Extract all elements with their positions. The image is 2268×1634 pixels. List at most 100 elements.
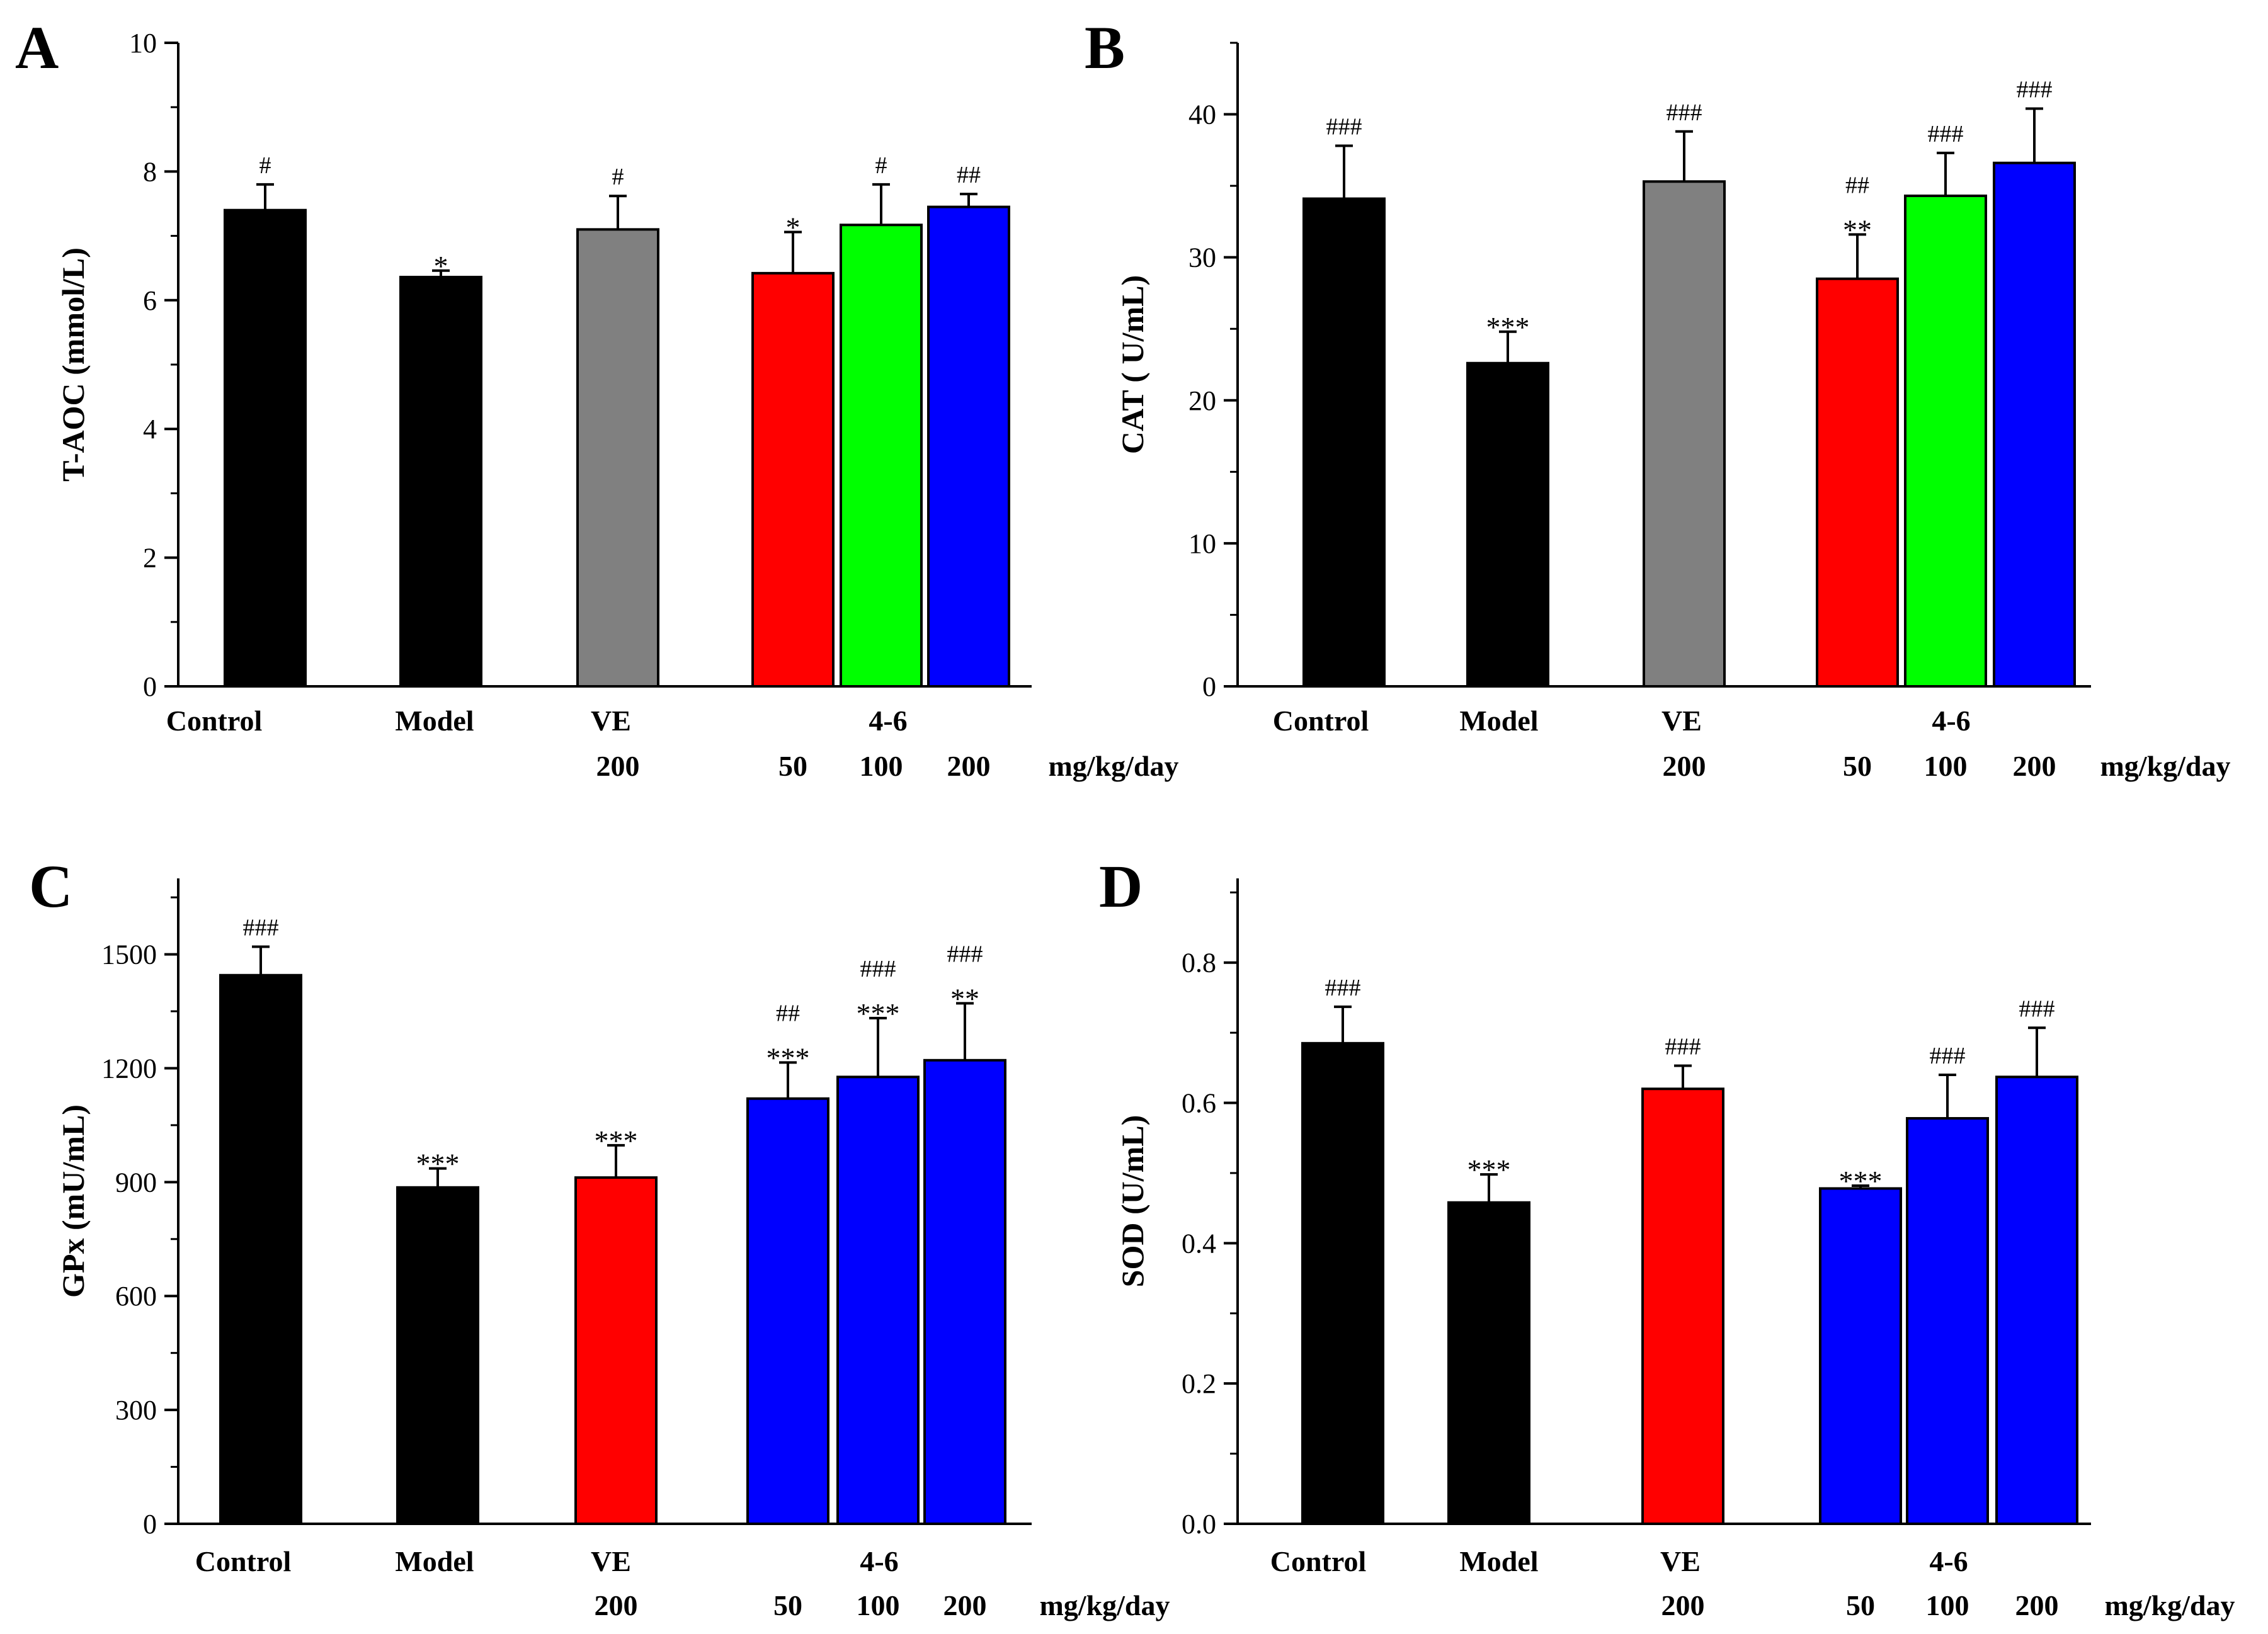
x-dose-label: 200	[943, 1589, 987, 1621]
x-dose-label: 200	[2013, 750, 2056, 782]
y-tick-label: 1200	[101, 1053, 157, 1084]
y-tick-label: 900	[115, 1167, 157, 1198]
chart-panel-d: D 0.0 0.2 0.4 0.6 0.8 SOD (U/mL) ### *** ### *** ##…	[1099, 853, 2235, 1621]
x-unit-label: mg/kg/day	[1048, 750, 1178, 782]
y-tick-label: 10	[1188, 528, 1216, 559]
x-dose-label: 200	[947, 750, 991, 782]
significance-hash: ###	[2019, 996, 2055, 1022]
x-category-label: Model	[395, 1545, 474, 1577]
bar	[576, 228, 659, 688]
y-tick-label: 0	[1202, 671, 1216, 702]
bar	[840, 224, 923, 688]
y-tick-label: 0.8	[1182, 948, 1216, 979]
x-dose-label: 100	[857, 1589, 900, 1621]
significance-hash: #	[875, 152, 887, 179]
significance-hash: ##	[1845, 172, 1869, 198]
y-tick-label: 0	[143, 1509, 157, 1540]
x-dose-label: 200	[596, 750, 640, 782]
y-tick-label: 6	[143, 285, 157, 316]
x-dose-label: 50	[1846, 1589, 1875, 1621]
x-category-label: 4-6	[1929, 1545, 1968, 1577]
bar	[1906, 1117, 1989, 1525]
y-tick-label: 4	[143, 414, 157, 445]
x-dose-label: 200	[1661, 1589, 1705, 1621]
significance-hash: ###	[243, 915, 279, 941]
bar	[1466, 361, 1549, 688]
y-axis-label: GPx (mU/mL)	[55, 1104, 91, 1298]
x-category-label: Control	[1270, 1545, 1367, 1577]
y-tick-label: 30	[1188, 242, 1216, 273]
panel-letter: B	[1085, 14, 1125, 81]
x-category-label: VE	[1661, 705, 1702, 737]
significance-hash: ##	[776, 1000, 800, 1026]
significance-stars: ***	[1467, 1154, 1511, 1186]
bar	[1819, 1187, 1902, 1525]
bar	[574, 1176, 658, 1525]
x-dose-label: 200	[595, 1589, 638, 1621]
x-dose-label: 50	[773, 1589, 802, 1621]
bar	[923, 1058, 1006, 1525]
x-category-label: VE	[1660, 1545, 1701, 1577]
y-tick-label: 0.2	[1182, 1368, 1216, 1399]
y-axis-label: SOD (U/mL)	[1115, 1115, 1150, 1288]
bar	[1993, 161, 2076, 688]
significance-hash: ###	[2017, 76, 2053, 103]
significance-stars: ***	[857, 997, 900, 1030]
significance-hash: ###	[947, 941, 983, 967]
significance-stars: **	[950, 982, 979, 1014]
y-tick-label: 1500	[101, 939, 157, 970]
y-tick-label: 300	[115, 1395, 157, 1426]
y-axis-label: T-AOC (mmol/L)	[55, 247, 91, 482]
panel-letter: A	[15, 14, 59, 81]
x-category-label: Model	[1459, 1545, 1538, 1577]
y-tick-label: 40	[1188, 99, 1216, 130]
y-tick-label: 600	[115, 1281, 157, 1312]
x-dose-label: 100	[860, 750, 903, 782]
x-category-label: Model	[395, 705, 474, 737]
bar	[1643, 180, 1726, 688]
significance-hash: ###	[860, 956, 896, 982]
panel-letter: D	[1099, 853, 1143, 920]
bar	[1816, 277, 1899, 688]
bar	[746, 1097, 829, 1526]
x-category-label: 4-6	[1932, 705, 1970, 737]
y-tick-label: 0	[143, 671, 157, 702]
significance-stars: ***	[595, 1125, 638, 1157]
x-category-label: VE	[591, 705, 631, 737]
x-dose-label: 200	[1663, 750, 1706, 782]
y-tick-label: 0.4	[1182, 1228, 1216, 1259]
bar	[1301, 1041, 1384, 1525]
bar	[751, 271, 835, 688]
x-dose-label: 50	[778, 750, 807, 782]
bar	[836, 1075, 920, 1525]
y-tick-label: 10	[129, 28, 157, 59]
significance-hash: #	[259, 152, 271, 179]
bar	[927, 205, 1010, 688]
bar	[1302, 197, 1386, 688]
x-unit-label: mg/kg/day	[1039, 1589, 1170, 1621]
significance-hash: ###	[1665, 1033, 1701, 1060]
x-dose-label: 50	[1843, 750, 1872, 782]
x-category-label: 4-6	[869, 705, 907, 737]
x-dose-label: 200	[2015, 1589, 2059, 1621]
y-tick-label: 20	[1188, 385, 1216, 416]
x-unit-label: mg/kg/day	[2100, 750, 2230, 782]
bar	[1904, 195, 1987, 688]
significance-hash: ###	[1930, 1043, 1966, 1069]
significance-hash: ##	[957, 162, 981, 188]
bar	[396, 1186, 479, 1525]
bar	[1995, 1075, 2078, 1526]
y-tick-label: 8	[143, 156, 157, 187]
significance-hash: ###	[1667, 99, 1702, 126]
x-category-label: Control	[166, 705, 263, 737]
x-category-label: Model	[1459, 705, 1538, 737]
panel-letter: C	[29, 853, 72, 920]
bar	[224, 208, 307, 688]
x-category-label: Control	[1273, 705, 1369, 737]
significance-stars: *	[786, 211, 801, 243]
significance-stars: ***	[1486, 311, 1530, 343]
y-tick-label: 0.6	[1182, 1088, 1216, 1119]
